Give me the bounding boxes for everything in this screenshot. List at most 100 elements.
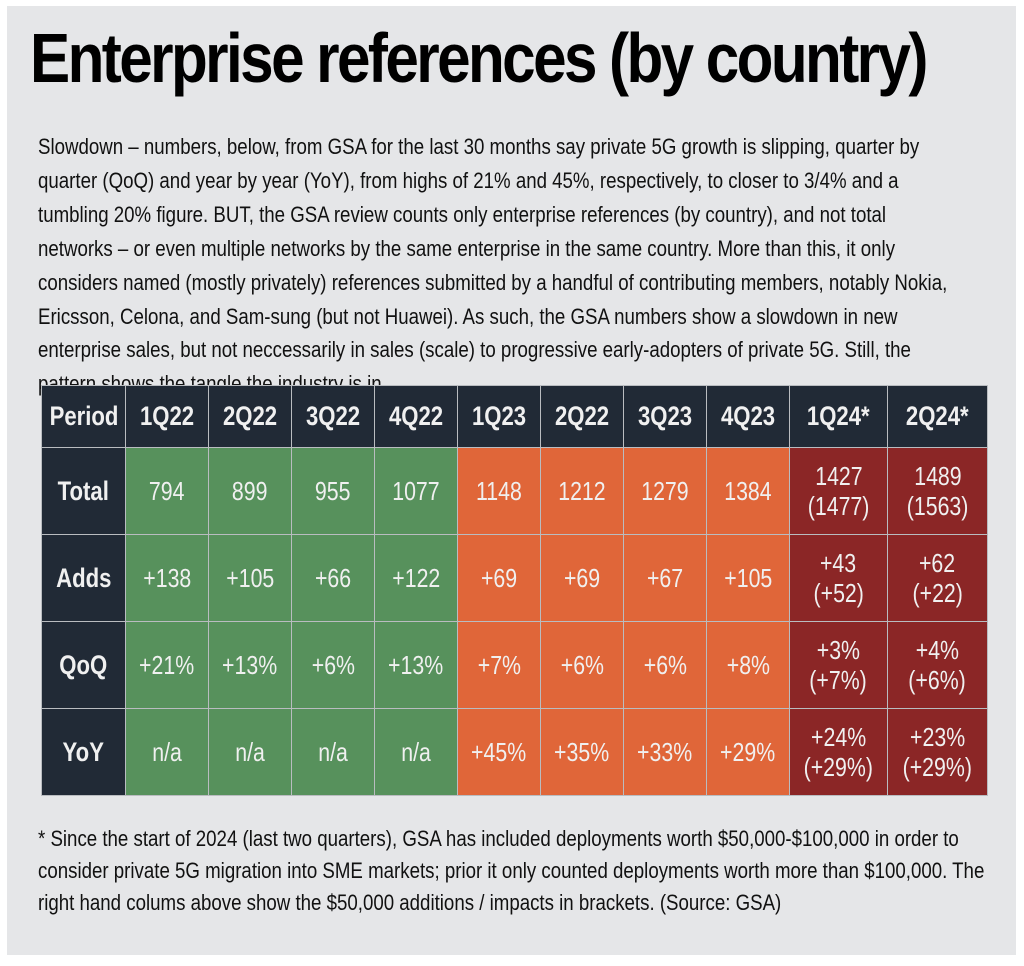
cell-value: 1427 xyxy=(814,461,863,491)
bracket-value: (+6%) xyxy=(908,665,967,695)
header-cell: 1Q23 xyxy=(457,385,541,448)
row-header: Adds xyxy=(41,534,126,622)
cell-value: +138 xyxy=(142,563,192,593)
data-cell: +138 xyxy=(125,534,209,622)
cell-value: +8% xyxy=(726,650,770,680)
row-header: Total xyxy=(41,447,126,535)
header-row: Period 1Q22 2Q22 3Q22 4Q22 1Q23 2Q22 3Q23 4Q23 1Q… xyxy=(41,385,988,448)
data-cell: 955 xyxy=(291,447,375,535)
cell-value: +6% xyxy=(560,650,604,680)
page-title: Enterprise references (by country) xyxy=(30,19,928,97)
cell-value: +6% xyxy=(643,650,687,680)
cell-value: 1279 xyxy=(641,476,689,506)
data-cell: +13% xyxy=(208,621,292,709)
data-cell: +24% (+29%) xyxy=(789,708,888,796)
cell-value: n/a xyxy=(318,737,348,767)
data-cell: 1489 (1563) xyxy=(887,447,988,535)
column-label: 3Q22 xyxy=(305,401,361,431)
column-label: 1Q23 xyxy=(471,401,527,431)
cell-value: +33% xyxy=(637,737,693,767)
cell-value: +24% xyxy=(810,722,867,752)
data-cell: +69 xyxy=(457,534,541,622)
header-cell: 2Q22 xyxy=(208,385,292,448)
bracket-value: (+7%) xyxy=(809,665,868,695)
cell-value: 1212 xyxy=(558,476,606,506)
header-cell: 1Q24* xyxy=(789,385,888,448)
header-label: Period xyxy=(49,401,119,431)
cell-value: +69 xyxy=(563,563,601,593)
data-cell: +69 xyxy=(540,534,624,622)
footnote: * Since the start of 2024 (last two quar… xyxy=(38,826,985,915)
data-cell: +66 xyxy=(291,534,375,622)
data-cell: +105 xyxy=(706,534,790,622)
column-label: 1Q22 xyxy=(139,401,195,431)
data-cell: +3% (+7%) xyxy=(789,621,888,709)
cell-value: +105 xyxy=(225,563,275,593)
cell-value: +29% xyxy=(720,737,776,767)
data-cell: 794 xyxy=(125,447,209,535)
cell-value: +3% xyxy=(816,635,861,665)
data-cell: +23% (+29%) xyxy=(887,708,988,796)
data-cell: 1427 (1477) xyxy=(789,447,888,535)
data-cell: +35% xyxy=(540,708,624,796)
column-label: 2Q22 xyxy=(554,401,610,431)
table-row: QoQ +21% +13% +6% +13% +7% +6% +6% +8% +3% (+7%) +4… xyxy=(41,621,988,709)
table-row: Adds +138 +105 +66 +122 +69 +69 +67 +105 +43 (+52)… xyxy=(41,534,988,622)
header-cell: 2Q22 xyxy=(540,385,624,448)
cell-value: +45% xyxy=(471,737,527,767)
data-cell: +29% xyxy=(706,708,790,796)
data-cell: 1212 xyxy=(540,447,624,535)
cell-value: +105 xyxy=(723,563,773,593)
data-cell: n/a xyxy=(208,708,292,796)
header-cell: 4Q23 xyxy=(706,385,790,448)
table-row: Total 794 899 955 1077 1148 1212 1279 1384 1427 (1… xyxy=(41,447,988,535)
cell-value: +66 xyxy=(314,563,352,593)
table-row: YoY n/a n/a n/a n/a +45% +35% +33% +29% +24% (+29%… xyxy=(41,708,988,796)
data-cell: n/a xyxy=(291,708,375,796)
row-label: QoQ xyxy=(59,650,108,680)
data-cell: +45% xyxy=(457,708,541,796)
cell-value: +13% xyxy=(388,650,444,680)
cell-value: 899 xyxy=(232,476,268,506)
cell-value: +62 xyxy=(919,548,956,578)
cell-value: 1077 xyxy=(392,476,440,506)
data-cell: +43 (+52) xyxy=(789,534,888,622)
data-cell: +67 xyxy=(623,534,707,622)
data-table: Period 1Q22 2Q22 3Q22 4Q22 1Q23 2Q22 3Q23 4Q23 1Q… xyxy=(41,385,988,796)
data-cell: +6% xyxy=(291,621,375,709)
column-label: 3Q23 xyxy=(637,401,693,431)
row-label: Total xyxy=(57,476,110,506)
column-label: 4Q23 xyxy=(720,401,776,431)
cell-value: 794 xyxy=(149,476,185,506)
data-cell: +6% xyxy=(540,621,624,709)
data-cell: +122 xyxy=(374,534,458,622)
cell-value: 955 xyxy=(315,476,351,506)
cell-value: +23% xyxy=(909,722,966,752)
data-cell: +13% xyxy=(374,621,458,709)
header-cell-period: Period xyxy=(41,385,126,448)
column-label: 1Q24* xyxy=(807,401,870,431)
bracket-value: (1477) xyxy=(807,491,870,521)
row-header: YoY xyxy=(41,708,126,796)
header-cell: 2Q24* xyxy=(887,385,988,448)
data-cell: +62 (+22) xyxy=(887,534,988,622)
data-cell: 1148 xyxy=(457,447,541,535)
cell-value: +13% xyxy=(222,650,278,680)
cell-value: +67 xyxy=(646,563,684,593)
cell-value: 1148 xyxy=(476,476,522,506)
data-cell: +4% (+6%) xyxy=(887,621,988,709)
cell-value: +21% xyxy=(139,650,195,680)
data-cell: +21% xyxy=(125,621,209,709)
cell-value: n/a xyxy=(235,737,265,767)
cell-value: 1489 xyxy=(913,461,962,491)
cell-value: +35% xyxy=(554,737,610,767)
data-cell: +8% xyxy=(706,621,790,709)
cell-value: n/a xyxy=(152,737,182,767)
cell-value: +122 xyxy=(391,563,441,593)
data-cell: +6% xyxy=(623,621,707,709)
cell-value: 1384 xyxy=(724,476,772,506)
cell-value: +7% xyxy=(477,650,521,680)
data-cell: 1077 xyxy=(374,447,458,535)
cell-value: +43 xyxy=(820,548,857,578)
cell-value: +4% xyxy=(915,635,960,665)
